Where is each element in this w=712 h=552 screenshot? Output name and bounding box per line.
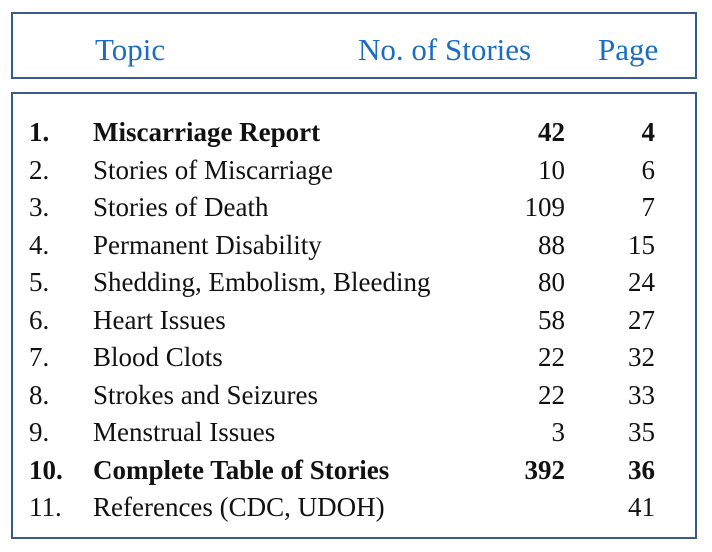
row-topic: References (CDC, UDOH) (93, 492, 385, 522)
page-column-header: Page (598, 32, 659, 67)
row-page: 15 (628, 229, 655, 260)
row-topic: Stories of Death (93, 192, 269, 222)
row-number: 7. (29, 342, 50, 372)
row-topic: Stories of Miscarriage (93, 154, 333, 185)
row-story-count: 3 (551, 417, 566, 447)
row-topic: Permanent Disability (93, 229, 322, 260)
row-story-count: 392 (524, 454, 566, 485)
row-page: 36 (628, 454, 655, 485)
row-story-count: 80 (538, 267, 565, 297)
row-page: 7 (641, 192, 656, 222)
row-topic: Complete Table of Stories (93, 454, 390, 485)
row-number: 6. (29, 304, 50, 335)
row-number: 4. (29, 229, 50, 260)
row-page: 4 (641, 117, 656, 147)
row-topic: Strokes and Seizures (93, 379, 318, 410)
toc-row[interactable]: 8. Strokes and Seizures 22 33 (13, 377, 695, 415)
row-story-count: 42 (538, 117, 565, 147)
toc-row[interactable]: 4. Permanent Disability 88 15 (13, 227, 695, 265)
toc-row[interactable]: 6. Heart Issues 58 27 (13, 302, 695, 340)
row-page: 33 (628, 379, 655, 410)
row-topic: Blood Clots (93, 342, 223, 372)
row-story-count: 22 (538, 379, 565, 410)
row-topic: Heart Issues (93, 304, 226, 335)
row-number: 1. (29, 117, 50, 147)
row-number: 3. (29, 192, 50, 222)
row-topic: Shedding, Embolism, Bleeding (93, 267, 431, 297)
toc-row[interactable]: 5. Shedding, Embolism, Bleeding 80 24 (13, 264, 695, 302)
row-number: 5. (29, 267, 50, 297)
toc-row[interactable]: 2. Stories of Miscarriage 10 6 (13, 152, 695, 190)
row-story-count: 10 (538, 154, 565, 185)
table-of-contents: 1. Miscarriage Report 42 4 2. Stories of… (11, 92, 697, 539)
row-story-count: 109 (524, 192, 566, 222)
row-story-count: 58 (538, 304, 565, 335)
toc-rows: 1. Miscarriage Report 42 4 2. Stories of… (13, 114, 695, 527)
toc-row[interactable]: 9. Menstrual Issues 3 35 (13, 414, 695, 452)
row-page: 41 (628, 492, 655, 522)
row-topic: Miscarriage Report (93, 117, 321, 147)
row-page: 27 (628, 304, 655, 335)
row-story-count: 22 (538, 342, 565, 372)
stories-column-header: No. of Stories (358, 32, 532, 67)
row-topic: Menstrual Issues (93, 417, 276, 447)
row-page: 35 (628, 417, 655, 447)
toc-row[interactable]: 11. References (CDC, UDOH) 41 (13, 489, 695, 527)
row-page: 24 (628, 267, 655, 297)
toc-row[interactable]: 7. Blood Clots 22 32 (13, 339, 695, 377)
topic-column-header: Topic (95, 32, 166, 67)
row-page: 32 (628, 342, 655, 372)
row-number: 9. (29, 417, 50, 447)
row-page: 6 (641, 154, 656, 185)
row-number: 10. (29, 454, 63, 485)
toc-row[interactable]: 3. Stories of Death 109 7 (13, 189, 695, 227)
toc-row[interactable]: 1. Miscarriage Report 42 4 (13, 114, 695, 152)
toc-row[interactable]: 10. Complete Table of Stories 392 36 (13, 452, 695, 490)
row-number: 11. (29, 492, 62, 522)
row-story-count: 88 (538, 229, 565, 260)
row-number: 2. (29, 154, 50, 185)
table-header: Topic No. of Stories Page (11, 12, 697, 79)
row-number: 8. (29, 379, 50, 410)
